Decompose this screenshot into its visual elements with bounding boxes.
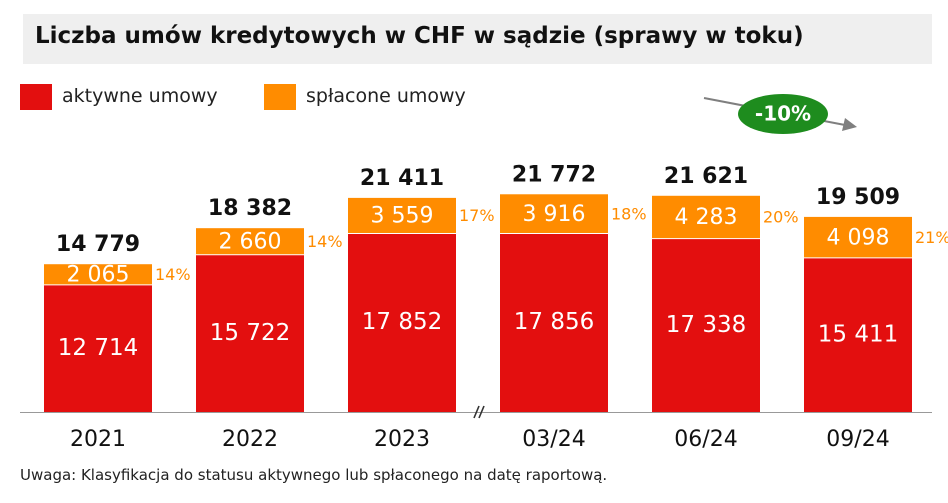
x-tick-label: 03/24	[522, 427, 585, 452]
x-tick-label: 2022	[222, 427, 278, 452]
trend-arrow-head	[842, 118, 857, 131]
bar-active	[196, 254, 304, 412]
bar-repaid	[44, 264, 152, 285]
share-label: 14%	[307, 232, 343, 251]
total-label: 21 621	[664, 164, 748, 189]
data-label-active: 15 722	[210, 320, 290, 346]
legend-label-repaid: spłacone umowy	[306, 85, 466, 107]
share-label: 21%	[915, 228, 948, 247]
trend-badge-label: -10%	[755, 102, 811, 126]
legend-swatch-active	[20, 84, 52, 110]
data-label-repaid: 3 916	[523, 202, 586, 227]
axis-break-mark	[473, 405, 480, 419]
data-label-repaid: 4 098	[827, 225, 890, 250]
bar-active	[348, 233, 456, 412]
bar-active	[500, 233, 608, 412]
share-label: 18%	[611, 204, 647, 223]
axis-break-mark	[478, 405, 485, 419]
x-tick-label: 06/24	[674, 427, 737, 452]
x-tick-label: 2023	[374, 427, 430, 452]
trend-badge	[738, 94, 828, 134]
legend-label-active: aktywne umowy	[62, 85, 218, 107]
share-label: 20%	[763, 208, 799, 227]
total-label: 21 772	[512, 162, 596, 187]
data-label-repaid: 4 283	[675, 205, 738, 230]
data-label-active: 17 338	[666, 312, 746, 338]
chart-title: Liczba umów kredytowych w CHF w sądzie (…	[35, 23, 804, 49]
data-label-repaid: 3 559	[371, 204, 434, 229]
bar-repaid	[348, 197, 456, 234]
bar-active	[804, 257, 912, 412]
bar-repaid	[652, 195, 760, 239]
data-label-active: 15 411	[818, 321, 898, 347]
total-label: 18 382	[208, 196, 292, 221]
bar-repaid	[196, 228, 304, 255]
bar-active	[652, 238, 760, 412]
footnote: Uwaga: Klasyfikacja do statusu aktywnego…	[20, 466, 608, 484]
total-label: 21 411	[360, 166, 444, 191]
data-label-repaid: 2 660	[219, 229, 282, 254]
title-bar: Liczba umów kredytowych w CHF w sądzie (…	[23, 14, 932, 64]
data-label-active: 17 856	[514, 309, 594, 335]
bar-repaid	[804, 216, 912, 258]
bar-repaid	[500, 194, 608, 234]
data-label-repaid: 2 065	[67, 263, 130, 288]
bar-active	[44, 284, 152, 412]
total-label: 14 779	[56, 232, 140, 257]
data-label-active: 17 852	[362, 309, 442, 335]
data-label-active: 12 714	[58, 335, 138, 361]
share-label: 14%	[155, 265, 191, 284]
x-tick-label: 09/24	[826, 427, 889, 452]
x-tick-label: 2021	[70, 427, 126, 452]
total-label: 19 509	[816, 185, 900, 210]
share-label: 17%	[459, 206, 495, 225]
legend-swatch-repaid	[264, 84, 296, 110]
